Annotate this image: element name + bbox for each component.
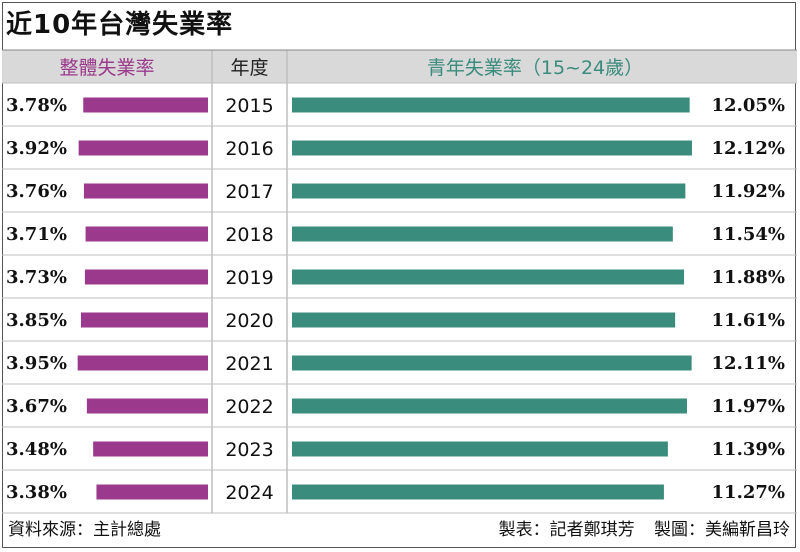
label-youth: 12.12% [712,138,785,159]
label-youth: 11.54% [712,224,785,245]
bar-youth [292,398,688,414]
bar-youth [292,484,664,500]
header-overall: 整體失業率 [59,57,154,79]
bar-overall [96,484,208,500]
year-label: 2021 [225,353,273,375]
bar-youth [292,441,668,457]
bar-overall [83,97,208,113]
bar-youth [292,312,676,328]
bar-overall [85,226,208,242]
year-label: 2024 [225,482,273,504]
bar-overall [83,183,208,199]
bar-overall [78,140,208,156]
label-youth: 11.39% [712,439,785,460]
chart-title: 近10年台灣失業率 [6,10,234,40]
label-overall: 3.95% [6,353,67,374]
header-band [2,50,797,83]
bar-overall [86,398,208,414]
designer-credit: 製圖：美編靳昌玲 [654,520,790,540]
label-youth: 11.88% [712,267,785,288]
label-overall: 3.67% [6,396,67,417]
label-youth: 12.05% [712,95,785,116]
label-overall: 3.85% [6,310,67,331]
year-label: 2016 [225,138,273,160]
label-overall: 3.76% [6,181,67,202]
year-label: 2023 [225,439,273,461]
year-label: 2020 [225,310,273,332]
label-overall: 3.73% [6,267,67,288]
credits: 製表：記者鄭琪芳 製圖：美編靳昌玲 [499,515,790,540]
label-youth: 11.61% [712,310,785,331]
reporter-credit: 製表：記者鄭琪芳 [498,520,635,540]
year-label: 2022 [225,396,273,418]
label-youth: 11.27% [712,482,785,503]
label-overall: 3.78% [6,95,67,116]
label-overall: 3.38% [6,482,67,503]
year-label: 2017 [225,181,273,203]
year-label: 2019 [225,267,273,289]
source-note: 資料來源：主計總處 [8,520,161,540]
bar-youth [292,97,690,113]
year-label: 2015 [225,95,273,117]
label-overall: 3.48% [6,439,67,460]
label-youth: 11.92% [712,181,785,202]
bar-overall [77,355,209,371]
header-year: 年度 [230,57,268,79]
label-youth: 11.97% [712,396,785,417]
bar-overall [80,312,208,328]
bar-youth [292,226,673,242]
label-youth: 12.11% [712,353,785,374]
year-label: 2018 [225,224,273,246]
header-youth: 青年失業率（15~24歲） [427,57,643,79]
bar-overall [93,441,208,457]
bar-overall [84,269,208,285]
bar-youth [292,269,685,285]
bar-youth [292,140,692,156]
label-overall: 3.92% [6,138,67,159]
bar-youth [292,355,692,371]
label-overall: 3.71% [6,224,67,245]
bar-youth [292,183,686,199]
